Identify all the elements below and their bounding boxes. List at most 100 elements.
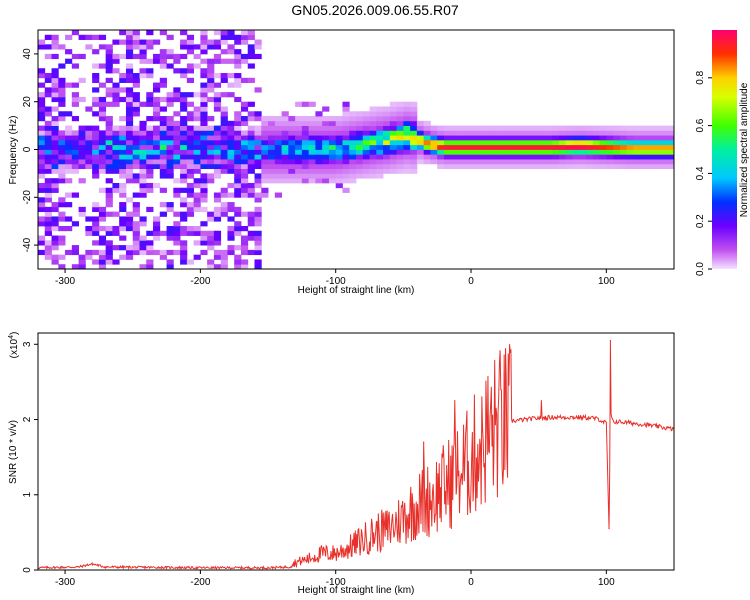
spectrogram-cell: [119, 163, 127, 170]
spectrogram-cell: [450, 154, 458, 160]
spectrogram-cell: [180, 159, 188, 165]
spectrogram-cell: [592, 159, 600, 165]
spectrogram-cell: [173, 159, 181, 165]
spectrogram-cell: [207, 216, 215, 222]
spectrogram-cell: [376, 154, 384, 160]
spectrogram-cell: [44, 197, 52, 203]
spectrogram-cell: [369, 159, 377, 165]
snr-y-label: SNR (10 * v/v): [8, 420, 19, 484]
spectrogram-cell: [173, 111, 181, 117]
spectrogram-cell: [342, 168, 350, 174]
spectrogram-cell: [213, 30, 222, 36]
spectrogram-cell: [85, 249, 93, 256]
spectrogram-cell: [207, 130, 215, 136]
spectrogram-cell: [125, 249, 134, 256]
spectrogram-cell: [518, 144, 526, 150]
spectrogram-cell: [254, 178, 262, 184]
spectrogram-cell: [457, 159, 465, 165]
spectrogram-cell: [261, 192, 269, 198]
spectrogram-cell: [247, 144, 255, 150]
spectrogram-cell: [193, 178, 201, 184]
spectrogram-cell: [268, 120, 276, 126]
spectrogram-cell: [227, 225, 235, 232]
spectrogram-cell: [328, 163, 337, 170]
spectrogram-cell: [125, 149, 134, 155]
spectrogram-cell: [227, 249, 235, 256]
colorbar-tick-label: 0.4: [695, 166, 706, 180]
spectrogram-cell: [410, 130, 418, 136]
spectrogram-cell: [234, 221, 242, 227]
spectrogram-cell: [51, 187, 59, 193]
snr-x-tick-label: -100: [326, 577, 346, 588]
spectrogram-cell: [98, 259, 107, 265]
spectrogram-cell: [389, 159, 397, 165]
spectrogram-cell: [308, 116, 316, 122]
spectrogram-cell: [119, 139, 127, 146]
spectrogram-cell: [173, 149, 181, 155]
spectrogram-cell: [159, 30, 167, 36]
spectrogram-cell: [416, 144, 425, 150]
spectrogram-cell: [613, 130, 621, 136]
spectrogram-cell: [139, 249, 147, 256]
spectrogram-cell: [423, 144, 431, 150]
spectrogram-cell: [234, 96, 242, 103]
spectrogram-cell: [498, 159, 506, 165]
spectrogram-cell: [85, 216, 93, 222]
spectrogram-x-ticks: -300 -200 -100 0 100: [55, 269, 615, 287]
spectrogram-cell: [274, 154, 282, 160]
spectrogram-cell: [180, 149, 188, 155]
spectrogram-cell: [491, 130, 499, 136]
spectrogram-cell: [125, 163, 134, 170]
spectrogram-cell: [464, 139, 472, 146]
spectrogram-cell: [180, 259, 188, 265]
spectrogram-cell: [667, 154, 675, 160]
spectrogram-cell: [146, 206, 154, 213]
spectrogram-cell: [389, 116, 397, 122]
spectrogram-cell: [626, 139, 634, 146]
spectrogram-cell: [518, 130, 526, 136]
spectrogram-cell: [139, 154, 147, 160]
spectrogram-cell: [220, 130, 228, 136]
spectrogram-cell: [51, 116, 59, 122]
spectrogram-cell: [301, 139, 310, 146]
spectrogram-cell: [213, 249, 222, 256]
spectrogram-cell: [193, 197, 201, 203]
spectrogram-cell: [268, 139, 276, 146]
snr-spike-point: [540, 400, 542, 402]
spectrogram-cell: [112, 149, 120, 155]
spectrogram-cell: [660, 144, 668, 150]
spectrogram-cell: [301, 120, 310, 126]
spectrogram-cell: [240, 259, 249, 265]
spectrogram-cell: [646, 130, 655, 136]
spectrogram-cell: [220, 73, 228, 79]
spectrogram-cell: [491, 163, 499, 170]
spectrogram-cell: [146, 240, 154, 246]
spectrogram-cell: [166, 101, 174, 107]
spectrogram-cell: [125, 173, 134, 179]
spectrogram-cell: [227, 130, 235, 136]
spectrogram-cell: [410, 106, 418, 112]
spectrogram-cell: [477, 159, 485, 165]
spectrogram-cell: [159, 130, 167, 136]
spectrogram-cell: [268, 168, 276, 174]
spectrogram-cell: [51, 245, 59, 251]
spectrogram-cell: [119, 135, 127, 141]
spectrogram-cell: [112, 245, 120, 251]
spectrogram-cell: [586, 125, 594, 131]
spectrogram-cell: [119, 225, 127, 232]
spectrogram-cell: [484, 163, 492, 170]
spectrogram-cell: [58, 144, 66, 150]
spectrogram-cell: [153, 116, 161, 122]
spectrogram-cell: [180, 92, 188, 98]
spectrogram-cell: [200, 221, 208, 227]
spectrogram-cell: [653, 154, 661, 160]
spectrogram-cell: [207, 39, 215, 45]
spectrogram-cell: [153, 125, 161, 131]
spectrogram-cell: [254, 149, 262, 155]
spectrogram-cell: [356, 173, 364, 179]
spectrogram-cell: [477, 139, 485, 146]
spectrogram-cell: [98, 168, 107, 174]
spectrogram-cell: [125, 221, 134, 227]
spectrogram-cell: [619, 154, 628, 160]
spectrogram-cell: [207, 144, 215, 150]
